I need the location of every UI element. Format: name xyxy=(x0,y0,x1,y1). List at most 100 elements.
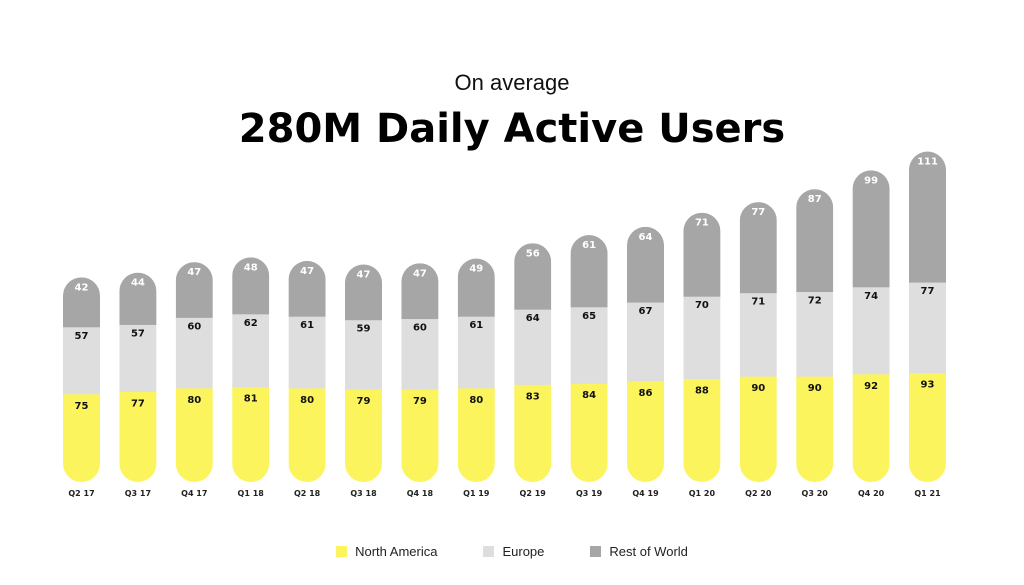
data-label-europe-q3-18: 59 xyxy=(357,324,371,335)
data-label-rest-of-world-q3-19: 61 xyxy=(582,240,596,251)
bar-segment-rest-of-world-q1-21 xyxy=(909,151,946,283)
bar-segment-north-america-q4-18 xyxy=(401,389,439,482)
legend-label-north-america: North America xyxy=(355,544,438,559)
bar-segment-europe-q4-19 xyxy=(627,302,664,382)
x-tick-label-q1-21: Q1 21 xyxy=(914,489,941,498)
bar-group-q4-19: 86 67 64 Q4 19 xyxy=(627,226,664,498)
data-label-north-america-q1-20: 88 xyxy=(695,386,709,397)
legend-swatch-north-america xyxy=(336,546,348,557)
data-label-europe-q1-21: 77 xyxy=(921,286,935,297)
bar-group-q4-18: 79 60 47 Q4 18 xyxy=(401,263,439,498)
bar-segment-north-america-q2-18 xyxy=(288,387,326,482)
bar-group-q3-18: 79 59 47 Q3 18 xyxy=(345,264,382,498)
bar-segment-north-america-q4-20 xyxy=(852,373,890,483)
data-label-rest-of-world-q2-19: 56 xyxy=(526,248,540,259)
data-label-rest-of-world-q4-19: 64 xyxy=(639,232,653,243)
bar-segment-north-america-q2-20 xyxy=(739,376,777,482)
data-label-europe-q1-20: 70 xyxy=(695,300,709,311)
bar-segment-north-america-q1-19 xyxy=(457,387,495,482)
data-label-north-america-q2-17: 75 xyxy=(75,401,89,412)
x-tick-label-q4-17: Q4 17 xyxy=(181,489,207,498)
data-label-rest-of-world-q4-20: 99 xyxy=(864,175,878,186)
legend-item-north-america: North America xyxy=(336,544,437,559)
bar-segment-rest-of-world-q4-17 xyxy=(175,262,213,318)
data-label-north-america-q4-19: 86 xyxy=(639,388,653,399)
bar-group-q3-20: 90 72 87 Q3 20 xyxy=(796,189,834,498)
x-tick-label-q3-17: Q3 17 xyxy=(125,489,151,498)
data-label-rest-of-world-q1-18: 48 xyxy=(244,262,258,273)
bar-segment-north-america-q3-19 xyxy=(570,383,608,482)
bar-group-q1-19: 80 61 49 Q1 19 xyxy=(457,258,495,498)
data-label-europe-q4-17: 60 xyxy=(187,321,201,332)
bar-segment-europe-q4-20 xyxy=(852,286,890,375)
data-label-rest-of-world-q1-19: 49 xyxy=(469,264,483,275)
data-label-north-america-q3-17: 77 xyxy=(131,398,145,409)
bar-segment-europe-q3-20 xyxy=(796,291,834,377)
legend-label-rest-of-world: Rest of World xyxy=(609,544,688,559)
data-label-rest-of-world-q1-21: 111 xyxy=(917,157,938,168)
bar-group-q1-18: 81 62 48 Q1 18 xyxy=(232,257,270,498)
bar-segment-rest-of-world-q3-20 xyxy=(796,189,834,292)
bar-segment-north-america-q4-19 xyxy=(627,380,664,482)
chart-subtitle: On average xyxy=(454,70,570,95)
bar-group-q4-17: 80 60 47 Q4 17 xyxy=(175,262,213,498)
data-label-north-america-q4-18: 79 xyxy=(413,396,427,407)
bar-segment-europe-q1-21 xyxy=(909,282,946,374)
x-tick-label-q4-18: Q4 18 xyxy=(407,489,434,498)
bar-segment-north-america-q2-17 xyxy=(63,393,100,482)
bar-segment-rest-of-world-q4-19 xyxy=(627,226,664,303)
bar-segment-rest-of-world-q3-18 xyxy=(345,264,382,321)
bar-segment-rest-of-world-q4-20 xyxy=(852,170,890,288)
bar-segment-rest-of-world-q4-18 xyxy=(401,263,439,320)
bar-segment-north-america-q3-20 xyxy=(796,376,834,482)
data-label-north-america-q3-19: 84 xyxy=(582,390,596,401)
bar-group-q2-18: 80 61 47 Q2 18 xyxy=(288,260,326,498)
bar-segment-rest-of-world-q1-20 xyxy=(683,212,721,297)
data-label-rest-of-world-q1-20: 71 xyxy=(695,218,709,229)
data-label-europe-q2-18: 61 xyxy=(300,320,314,331)
x-tick-label-q3-20: Q3 20 xyxy=(802,489,829,498)
bar-segment-europe-q4-18 xyxy=(401,318,439,390)
data-label-europe-q3-17: 57 xyxy=(131,328,145,339)
legend-swatch-rest-of-world xyxy=(590,546,602,557)
data-label-rest-of-world-q3-20: 87 xyxy=(808,194,822,205)
bar-group-q1-20: 88 70 71 Q1 20 xyxy=(683,212,721,498)
bar-segment-north-america-q3-18 xyxy=(345,389,382,482)
data-label-europe-q2-20: 71 xyxy=(751,297,765,308)
data-label-europe-q2-19: 64 xyxy=(526,313,540,324)
bar-segment-rest-of-world-q2-17 xyxy=(63,277,100,328)
data-label-north-america-q2-18: 80 xyxy=(300,395,314,406)
bar-segment-rest-of-world-q2-19 xyxy=(514,243,552,310)
x-tick-label-q3-18: Q3 18 xyxy=(350,489,377,498)
data-label-europe-q4-19: 67 xyxy=(639,306,653,317)
x-tick-label-q2-19: Q2 19 xyxy=(520,489,547,498)
x-tick-label-q4-20: Q4 20 xyxy=(858,489,885,498)
bar-group-q1-21: 93 77 111 Q1 21 xyxy=(909,151,946,498)
data-label-north-america-q1-21: 93 xyxy=(921,380,935,391)
data-label-rest-of-world-q2-18: 47 xyxy=(300,266,314,277)
bar-segment-rest-of-world-q1-19 xyxy=(457,258,495,317)
bar-segment-europe-q1-18 xyxy=(232,313,270,388)
x-tick-label-q3-19: Q3 19 xyxy=(576,489,603,498)
bar-group-q2-19: 83 64 56 Q2 19 xyxy=(514,243,552,498)
data-label-rest-of-world-q2-17: 42 xyxy=(75,282,89,293)
bar-segment-rest-of-world-q1-18 xyxy=(232,257,270,315)
bar-segment-rest-of-world-q3-19 xyxy=(570,235,608,308)
bar-segment-europe-q4-17 xyxy=(175,317,213,389)
legend-swatch-europe xyxy=(483,546,495,557)
data-label-europe-q1-18: 62 xyxy=(244,318,258,329)
legend-item-europe: Europe xyxy=(483,544,544,559)
data-label-north-america-q1-19: 80 xyxy=(469,395,483,406)
bar-segment-rest-of-world-q3-17 xyxy=(119,272,157,325)
data-label-north-america-q2-19: 83 xyxy=(526,391,540,402)
bar-segment-europe-q1-19 xyxy=(457,316,495,389)
data-label-europe-q3-20: 72 xyxy=(808,295,822,306)
x-tick-label-q1-20: Q1 20 xyxy=(689,489,716,498)
bar-segment-north-america-q2-19 xyxy=(514,384,552,482)
bar-segment-north-america-q4-17 xyxy=(175,387,213,483)
bar-segment-europe-q2-20 xyxy=(739,292,777,377)
bar-segment-north-america-q3-17 xyxy=(119,391,157,482)
data-label-rest-of-world-q4-18: 47 xyxy=(413,268,427,279)
data-label-north-america-q3-20: 90 xyxy=(808,383,822,394)
